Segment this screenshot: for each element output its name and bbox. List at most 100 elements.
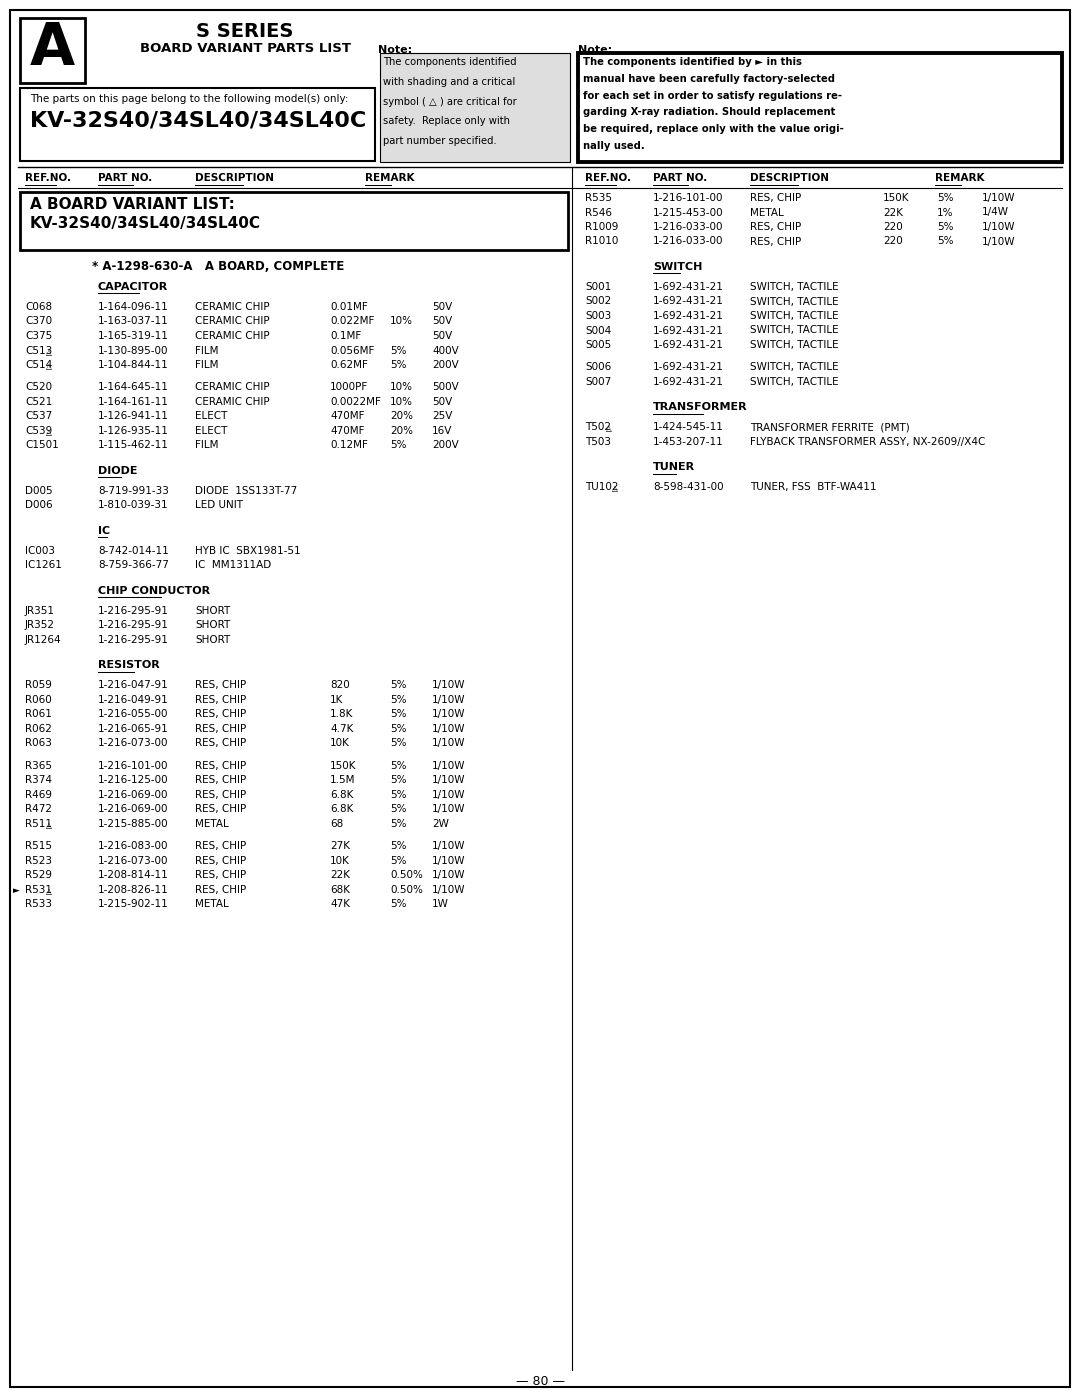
Text: 10%: 10% [390, 383, 413, 393]
Bar [575, 422, 1062, 437]
Text: 1-216-073-00: 1-216-073-00 [98, 739, 168, 749]
Text: R546: R546 [585, 208, 612, 218]
Text: DIODE  1SS133T-77: DIODE 1SS133T-77 [195, 486, 297, 496]
Text: 1-810-039-31: 1-810-039-31 [98, 500, 168, 510]
Text: FILM: FILM [195, 345, 218, 355]
Text: RES, CHIP: RES, CHIP [195, 870, 246, 880]
Text: 1-115-462-11: 1-115-462-11 [98, 440, 168, 450]
Text: RES, CHIP: RES, CHIP [195, 789, 246, 800]
Bar [21, 345, 568, 360]
Text: T502: T502 [585, 422, 611, 433]
Text: 1-216-073-00: 1-216-073-00 [98, 856, 168, 866]
Text: 1/10W: 1/10W [432, 841, 465, 851]
Text: R061: R061 [25, 710, 52, 719]
Text: RES, CHIP: RES, CHIP [195, 761, 246, 771]
Text: R469: R469 [25, 789, 52, 800]
Text: 5%: 5% [390, 841, 406, 851]
Text: JR1264: JR1264 [25, 636, 62, 645]
Text: METAL: METAL [195, 900, 229, 909]
Text: D006: D006 [25, 500, 53, 510]
Text: 1.8K: 1.8K [330, 710, 353, 719]
Text: 820: 820 [330, 680, 350, 690]
Text: 1/10W: 1/10W [432, 680, 465, 690]
Text: RES, CHIP: RES, CHIP [195, 841, 246, 851]
Text: CHIP CONDUCTOR: CHIP CONDUCTOR [98, 585, 211, 597]
Text: R523: R523 [25, 856, 52, 866]
Text: ELECT: ELECT [195, 426, 228, 436]
Text: 1-216-033-00: 1-216-033-00 [653, 222, 724, 232]
Text: SHORT: SHORT [195, 636, 230, 645]
Text: R062: R062 [25, 724, 52, 733]
Text: 1-692-431-21: 1-692-431-21 [653, 339, 724, 351]
Bar [21, 819, 568, 834]
Bar [21, 18, 85, 82]
Text: 5%: 5% [937, 222, 954, 232]
Text: RES, CHIP: RES, CHIP [195, 856, 246, 866]
Text: 1%: 1% [937, 208, 954, 218]
Text: 1/4W: 1/4W [982, 208, 1009, 218]
Text: 50V: 50V [432, 397, 453, 407]
Text: 1-216-101-00: 1-216-101-00 [653, 193, 724, 203]
Text: FILM: FILM [195, 360, 218, 370]
Text: 1/10W: 1/10W [432, 884, 465, 895]
Text: 0.01MF: 0.01MF [330, 302, 368, 312]
Text: C1501: C1501 [25, 440, 58, 450]
Bar [21, 191, 568, 250]
Text: 5%: 5% [390, 680, 406, 690]
Text: RES, CHIP: RES, CHIP [195, 884, 246, 895]
Text: 1/10W: 1/10W [982, 222, 1015, 232]
Text: 1-104-844-11: 1-104-844-11 [98, 360, 168, 370]
Text: C375: C375 [25, 331, 52, 341]
Text: R1009: R1009 [585, 222, 619, 232]
Text: SHORT: SHORT [195, 606, 230, 616]
Text: CAPACITOR: CAPACITOR [98, 282, 168, 292]
Text: S005: S005 [585, 339, 611, 351]
Text: IC: IC [98, 527, 110, 536]
Text: 200V: 200V [432, 360, 459, 370]
Text: RES, CHIP: RES, CHIP [750, 236, 801, 246]
Text: 150K: 150K [883, 193, 909, 203]
Text: 1/10W: 1/10W [982, 236, 1015, 246]
Text: R059: R059 [25, 680, 52, 690]
Text: 1-130-895-00: 1-130-895-00 [98, 345, 168, 355]
Text: 500V: 500V [432, 383, 459, 393]
Text: 1-216-295-91: 1-216-295-91 [98, 606, 168, 616]
Text: RESISTOR: RESISTOR [98, 661, 160, 671]
Text: SHORT: SHORT [195, 620, 230, 630]
Text: IC1261: IC1261 [25, 560, 62, 570]
Text: * A-1298-630-A   A BOARD, COMPLETE: * A-1298-630-A A BOARD, COMPLETE [92, 260, 345, 272]
Text: 10K: 10K [330, 739, 350, 749]
Text: SWITCH, TACTILE: SWITCH, TACTILE [750, 282, 839, 292]
Text: C370: C370 [25, 317, 52, 327]
Text: KV-32S40/34SL40/34SL40C: KV-32S40/34SL40/34SL40C [30, 217, 261, 231]
Text: SWITCH, TACTILE: SWITCH, TACTILE [750, 326, 839, 335]
Text: garding X-ray radiation. Should replacement: garding X-ray radiation. Should replacem… [583, 108, 835, 117]
Text: C537: C537 [25, 412, 52, 422]
Text: 1-216-295-91: 1-216-295-91 [98, 620, 168, 630]
Text: for each set in order to satisfy regulations re-: for each set in order to satisfy regulat… [583, 91, 842, 101]
Text: 1-216-125-00: 1-216-125-00 [98, 775, 168, 785]
Text: RES, CHIP: RES, CHIP [195, 710, 246, 719]
Text: S007: S007 [585, 377, 611, 387]
Text: R063: R063 [25, 739, 52, 749]
Text: 0.62MF: 0.62MF [330, 360, 368, 370]
Text: 1-215-902-11: 1-215-902-11 [98, 900, 168, 909]
Text: 0.50%: 0.50% [390, 884, 423, 895]
Text: 22K: 22K [330, 870, 350, 880]
Text: 1-208-814-11: 1-208-814-11 [98, 870, 168, 880]
Text: DIODE: DIODE [98, 467, 137, 476]
Text: 1-164-096-11: 1-164-096-11 [98, 302, 168, 312]
Text: 1-216-083-00: 1-216-083-00 [98, 841, 168, 851]
Text: 1W: 1W [432, 900, 449, 909]
Text: 1/10W: 1/10W [432, 710, 465, 719]
Text: 8-742-014-11: 8-742-014-11 [98, 546, 168, 556]
Text: 1000PF: 1000PF [330, 383, 368, 393]
Bar [578, 53, 1062, 162]
Text: 0.0022MF: 0.0022MF [330, 397, 381, 407]
Text: 50V: 50V [432, 302, 453, 312]
Text: △: △ [46, 362, 52, 372]
Text: R529: R529 [25, 870, 52, 880]
Text: Note:: Note: [578, 45, 612, 54]
Text: HYB IC  SBX1981-51: HYB IC SBX1981-51 [195, 546, 300, 556]
Text: REF.NO.: REF.NO. [585, 173, 631, 183]
